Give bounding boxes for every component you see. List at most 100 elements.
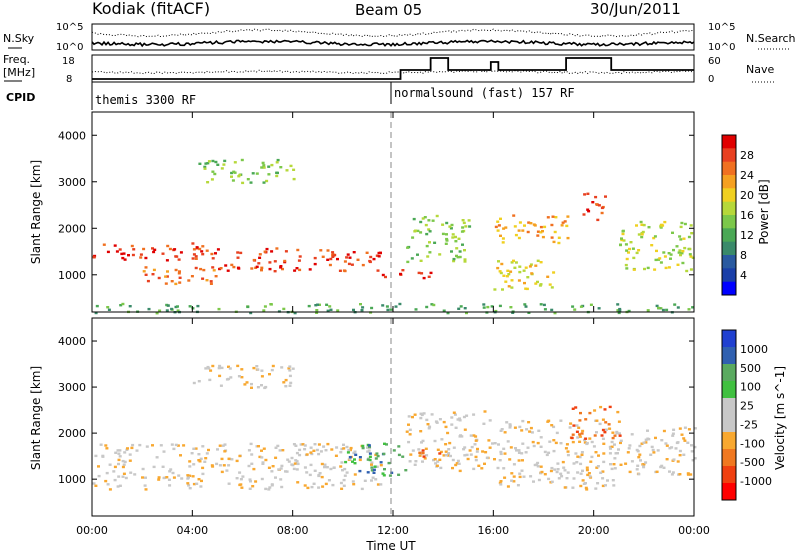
heatmap-cell <box>246 305 250 309</box>
heatmap-cell <box>493 288 497 291</box>
heatmap-cell <box>161 465 165 468</box>
x-tick-label: 16:00 <box>477 524 509 537</box>
heatmap-cell <box>540 470 544 474</box>
heatmap-cell <box>249 442 253 446</box>
heatmap-cell <box>611 431 615 434</box>
heatmap-cell <box>243 383 247 386</box>
heatmap-cell <box>270 163 274 167</box>
heatmap-cell <box>676 306 680 309</box>
heatmap-cell <box>586 208 590 211</box>
heatmap-cell <box>514 447 517 450</box>
heatmap-cell <box>454 463 458 467</box>
cpid-row: CPID themis 3300 RF normalsound (fast) 1… <box>6 82 575 110</box>
heatmap-cell <box>345 445 349 449</box>
heatmap-cell <box>421 452 425 455</box>
heatmap-cell <box>612 484 616 487</box>
heatmap-cell <box>472 413 476 416</box>
velocity-panel: 1000 2000 3000 4000 Slant Range [km] <box>29 317 697 517</box>
heatmap-cell <box>600 206 604 210</box>
heatmap-cell <box>421 439 425 443</box>
heatmap-cell <box>123 258 127 261</box>
heatmap-cell <box>581 469 584 472</box>
heatmap-cell <box>522 475 526 478</box>
heatmap-cell <box>257 262 261 265</box>
heatmap-cell <box>326 442 330 446</box>
heatmap-cell <box>561 460 565 464</box>
heatmap-cell <box>276 444 280 448</box>
heatmap-cell <box>548 283 552 286</box>
heatmap-cell <box>319 249 323 252</box>
heatmap-cell <box>640 235 644 239</box>
freq-line <box>92 57 694 80</box>
heatmap-cell <box>367 444 371 447</box>
heatmap-cell <box>229 376 233 379</box>
heatmap-cell <box>187 279 191 282</box>
heatmap-cell <box>669 253 673 256</box>
heatmap-cell <box>458 469 462 473</box>
heatmap-cell <box>525 428 529 431</box>
heatmap-cell <box>298 268 302 272</box>
heatmap-cell <box>610 445 614 448</box>
heatmap-cell <box>432 303 436 307</box>
colorbar-frame <box>721 329 737 501</box>
heatmap-cell <box>460 230 464 233</box>
heatmap-cell <box>165 275 169 278</box>
heatmap-cell <box>379 483 383 486</box>
heatmap-cell <box>340 487 344 490</box>
heatmap-cell <box>673 303 677 306</box>
heatmap-cell <box>331 251 335 254</box>
heatmap-cell <box>442 309 446 312</box>
heatmap-cell <box>512 463 516 466</box>
heatmap-cell <box>504 280 508 283</box>
heatmap-cell <box>279 478 283 481</box>
heatmap-cell <box>462 415 466 419</box>
heatmap-cell <box>343 269 347 273</box>
heatmap-cell <box>102 243 106 246</box>
heatmap-cell <box>201 277 205 280</box>
heatmap-cell <box>375 465 379 468</box>
y-tick-label: 4000 <box>58 129 86 142</box>
heatmap-cell <box>121 302 125 306</box>
heatmap-cell <box>432 458 435 462</box>
heatmap-cell <box>552 449 556 453</box>
heatmap-cell <box>672 458 676 461</box>
heatmap-cell <box>513 266 517 269</box>
heatmap-cell <box>562 466 566 469</box>
heatmap-cell <box>135 449 139 452</box>
heatmap-cell <box>168 247 172 251</box>
heatmap-cell <box>559 472 563 475</box>
heatmap-cell <box>188 305 192 308</box>
heatmap-cell <box>425 244 429 248</box>
heatmap-cell <box>227 482 231 485</box>
heatmap-cell <box>560 475 564 478</box>
heatmap-cell <box>455 462 459 465</box>
heatmap-cell <box>383 468 386 471</box>
heatmap-cell <box>543 450 547 454</box>
heatmap-cell <box>332 254 336 257</box>
heatmap-cell <box>451 233 455 236</box>
colorbar-swatch <box>722 228 736 243</box>
heatmap-cell <box>176 305 179 308</box>
heatmap-cell <box>99 443 103 446</box>
heatmap-cell <box>386 308 390 312</box>
heatmap-cell <box>132 248 136 251</box>
heatmap-cell <box>675 245 679 248</box>
heatmap-cell <box>119 304 123 307</box>
heatmap-cell <box>693 427 697 430</box>
heatmap-cell <box>671 471 675 474</box>
noise-right-tick-bottom: 10^0 <box>708 42 735 53</box>
heatmap-cell <box>568 426 572 429</box>
colorbar-frame <box>721 134 737 296</box>
heatmap-cell <box>506 485 510 488</box>
heatmap-cell <box>295 468 299 471</box>
heatmap-cell <box>268 486 272 489</box>
heatmap-cell <box>316 303 320 306</box>
heatmap-cell <box>584 486 588 490</box>
heatmap-cell <box>496 229 500 232</box>
heatmap-cell <box>454 240 458 243</box>
heatmap-cell <box>557 241 561 245</box>
heatmap-cell <box>662 429 666 433</box>
heatmap-cell <box>295 460 299 463</box>
heatmap-cell <box>690 232 694 235</box>
heatmap-cell <box>536 465 540 468</box>
